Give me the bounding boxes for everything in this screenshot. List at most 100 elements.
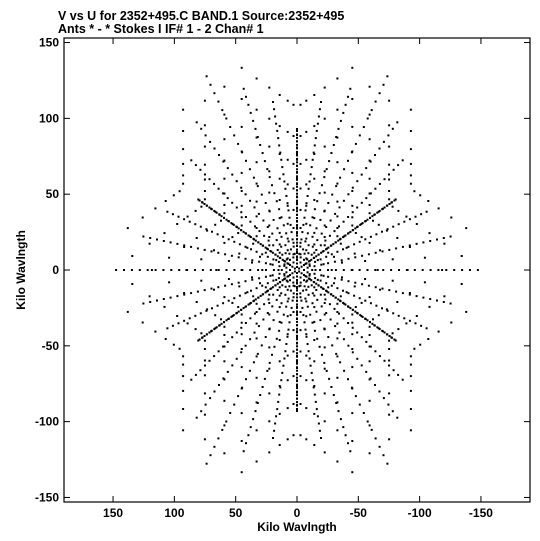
uv-point — [335, 402, 338, 404]
uv-point — [296, 299, 298, 302]
uv-point — [366, 420, 369, 423]
uv-point — [284, 293, 287, 296]
uv-point — [169, 241, 172, 244]
uv-point — [182, 130, 185, 132]
uv-point — [415, 223, 418, 225]
uv-point — [339, 176, 342, 179]
uv-point — [261, 269, 264, 271]
uv-point — [261, 284, 264, 287]
uv-point — [382, 83, 385, 86]
uv-point — [244, 245, 247, 248]
uv-point — [231, 236, 234, 239]
uv-point — [369, 377, 372, 380]
uv-point — [261, 244, 264, 247]
uv-point — [395, 290, 398, 293]
uv-point — [437, 207, 440, 210]
uv-point — [401, 292, 404, 295]
uv-point — [287, 209, 290, 212]
uv-point — [286, 222, 289, 225]
uv-point — [391, 205, 394, 208]
uv-point — [131, 255, 134, 257]
uv-point — [369, 235, 372, 238]
uv-point — [313, 177, 316, 180]
uv-point — [296, 140, 298, 143]
uv-point — [225, 269, 228, 271]
uv-point — [203, 339, 206, 342]
uv-point — [286, 300, 289, 303]
uv-point — [314, 400, 317, 403]
uv-point — [213, 209, 216, 212]
uv-point — [388, 392, 391, 395]
uv-point — [287, 275, 290, 278]
plot-title: V vs U for 2352+495.C BAND.1 Source:2352… — [58, 9, 344, 23]
uv-point — [314, 137, 317, 140]
uv-point — [296, 289, 298, 292]
uv-point — [235, 357, 238, 360]
uv-point — [285, 232, 288, 235]
uv-point — [413, 190, 416, 193]
uv-point — [313, 385, 316, 387]
uv-point — [358, 297, 361, 300]
uv-point — [286, 288, 289, 291]
uv-point — [356, 206, 359, 209]
uv-point — [164, 338, 167, 340]
uv-point — [364, 238, 367, 241]
uv-point — [442, 237, 445, 239]
uv-point — [296, 331, 298, 334]
uv-point — [336, 302, 339, 305]
uv-point — [271, 286, 274, 289]
uv-point — [323, 224, 326, 227]
uv-point — [376, 269, 379, 271]
uv-point — [401, 245, 404, 248]
uv-point — [299, 135, 302, 137]
uv-point — [377, 327, 380, 330]
uv-point — [224, 284, 227, 287]
uv-point — [268, 224, 271, 227]
uv-point — [388, 438, 391, 441]
uv-point — [336, 227, 339, 229]
uv-point — [296, 275, 298, 278]
uv-point — [296, 244, 298, 247]
uv-point — [260, 344, 263, 347]
uv-point — [305, 354, 308, 357]
uv-point — [296, 320, 298, 323]
uv-point — [336, 401, 339, 404]
uv-point — [356, 226, 359, 229]
uv-point — [414, 322, 417, 325]
uv-point — [278, 199, 281, 201]
uv-point — [223, 399, 226, 402]
uv-point — [264, 275, 267, 278]
uv-point — [337, 127, 340, 130]
uv-point — [211, 230, 213, 233]
uv-point — [296, 238, 298, 241]
uv-point — [350, 151, 353, 154]
uv-point — [305, 438, 308, 441]
uv-point — [391, 332, 394, 335]
uv-point — [286, 379, 289, 382]
uv-point — [268, 170, 271, 173]
uv-point — [205, 228, 208, 231]
uv-point — [278, 339, 281, 341]
uv-point — [312, 151, 315, 154]
uv-point — [233, 134, 236, 137]
uv-point — [209, 454, 212, 457]
uv-point — [172, 343, 175, 346]
uv-point — [213, 355, 216, 358]
uv-point — [276, 249, 279, 251]
uv-point — [382, 269, 385, 271]
uv-point — [299, 256, 302, 259]
uv-point — [298, 270, 301, 273]
uv-point — [182, 429, 185, 432]
uv-point — [209, 83, 212, 86]
uv-point — [216, 304, 219, 307]
uv-point — [353, 243, 356, 246]
uv-point — [303, 252, 306, 255]
uv-point — [217, 269, 220, 271]
uv-point — [310, 258, 313, 261]
uv-point — [409, 363, 412, 366]
uv-point — [388, 374, 391, 377]
uv-point — [383, 206, 386, 209]
uv-point — [313, 320, 316, 323]
uv-point — [183, 218, 186, 221]
uv-point — [296, 210, 298, 213]
